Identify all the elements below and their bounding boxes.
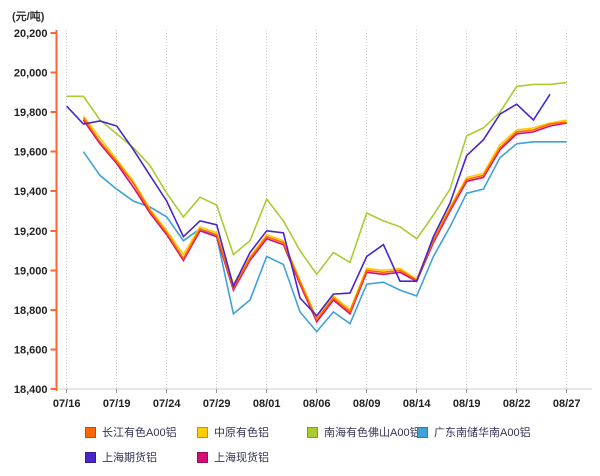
legend-row-2: 上海期货铝 上海现货铝 bbox=[85, 449, 590, 465]
x-tick-label: 07/19 bbox=[103, 398, 131, 410]
legend-item-xianhuo: 上海现货铝 bbox=[197, 449, 307, 465]
x-tick-label: 08/01 bbox=[253, 398, 281, 410]
legend-label: 南海有色佛山A00铝 bbox=[324, 427, 421, 439]
y-tick-label: 18,600 bbox=[14, 344, 48, 356]
plot-area: 07/16 07/19 07/24 07/29 08/01 08/06 08/09 08/14… bbox=[14, 28, 592, 410]
x-tick-label: 08/22 bbox=[503, 398, 531, 410]
y-axis-unit-label: (元/吨) bbox=[12, 11, 45, 23]
x-tick-label: 08/27 bbox=[553, 398, 581, 410]
x-tick-label: 07/16 bbox=[53, 398, 81, 410]
legend-swatch-orange bbox=[85, 426, 96, 438]
y-tick-label: 18,400 bbox=[14, 384, 48, 396]
y-tick-label: 19,400 bbox=[14, 186, 48, 198]
series-line-2 bbox=[66, 81, 567, 276]
series-line-3 bbox=[82, 141, 567, 333]
y-tick-label: 18,800 bbox=[14, 305, 48, 317]
x-tick-label: 08/09 bbox=[353, 398, 381, 410]
legend-label: 长江有色A00铝 bbox=[102, 427, 177, 439]
x-tick-label: 08/19 bbox=[453, 398, 481, 410]
legend-swatch-yellow bbox=[197, 426, 208, 438]
y-tick-label: 19,800 bbox=[14, 107, 48, 119]
y-tick-label: 19,200 bbox=[14, 226, 48, 238]
series-line-4 bbox=[66, 93, 551, 318]
legend-swatch-indigo bbox=[85, 451, 96, 463]
legend-swatch-yellowgreen bbox=[307, 426, 318, 438]
legend-label: 广东南储华南A00铝 bbox=[434, 427, 531, 439]
y-tick-label: 20,200 bbox=[14, 28, 48, 40]
legend-swatch-magenta bbox=[197, 451, 208, 463]
legend-label: 上海期货铝 bbox=[102, 452, 157, 464]
legend-item-nanhai: 南海有色佛山A00铝 bbox=[307, 424, 421, 440]
legend-label: 上海现货铝 bbox=[214, 452, 269, 464]
chart-legend: 长江有色A00铝 中原有色铝 南海有色佛山A00铝 广东南储华南A00铝 上海期… bbox=[85, 424, 590, 474]
series-line-5 bbox=[82, 119, 567, 324]
series-line-1 bbox=[82, 115, 567, 320]
x-tick-label: 07/24 bbox=[153, 398, 181, 410]
series-line-0 bbox=[82, 117, 567, 322]
y-tick-label: 19,600 bbox=[14, 147, 48, 159]
legend-item-guangdong: 广东南储华南A00铝 bbox=[417, 424, 590, 440]
legend-item-qihuo: 上海期货铝 bbox=[85, 449, 197, 465]
legend-row-1: 长江有色A00铝 中原有色铝 南海有色佛山A00铝 广东南储华南A00铝 bbox=[85, 424, 590, 440]
y-tick-label: 20,000 bbox=[14, 68, 48, 80]
x-tick-label: 08/14 bbox=[403, 398, 431, 410]
legend-item-changjiang: 长江有色A00铝 bbox=[85, 424, 197, 440]
legend-item-zhongyuan: 中原有色铝 bbox=[197, 424, 307, 440]
x-tick-label: 08/06 bbox=[303, 398, 331, 410]
x-tick-label: 07/29 bbox=[203, 398, 231, 410]
legend-swatch-cyan bbox=[417, 426, 428, 438]
legend-label: 中原有色铝 bbox=[214, 427, 269, 439]
y-tick-label: 19,000 bbox=[14, 265, 48, 277]
